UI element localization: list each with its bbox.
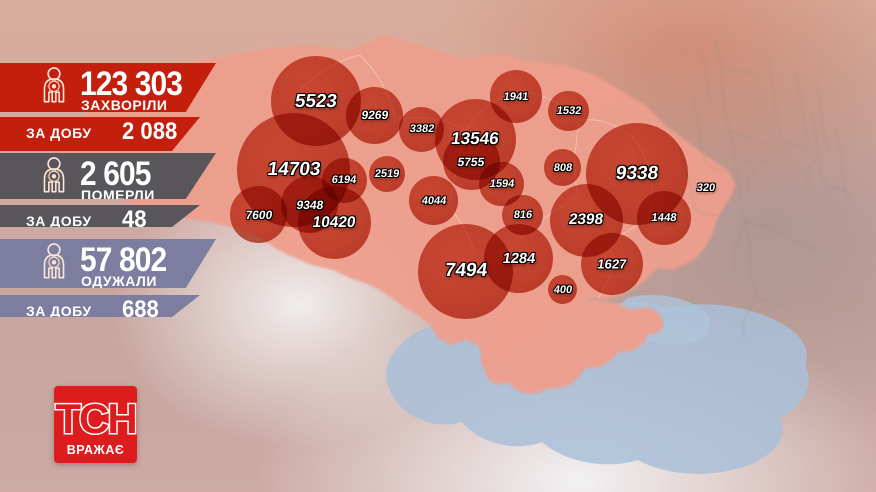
svg-text:ВРАЖАЄ: ВРАЖАЄ [67, 443, 125, 457]
svg-text:ТСН: ТСН [55, 395, 135, 442]
